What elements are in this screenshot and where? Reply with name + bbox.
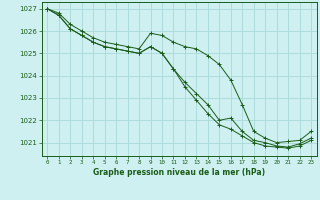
X-axis label: Graphe pression niveau de la mer (hPa): Graphe pression niveau de la mer (hPa): [93, 168, 265, 177]
